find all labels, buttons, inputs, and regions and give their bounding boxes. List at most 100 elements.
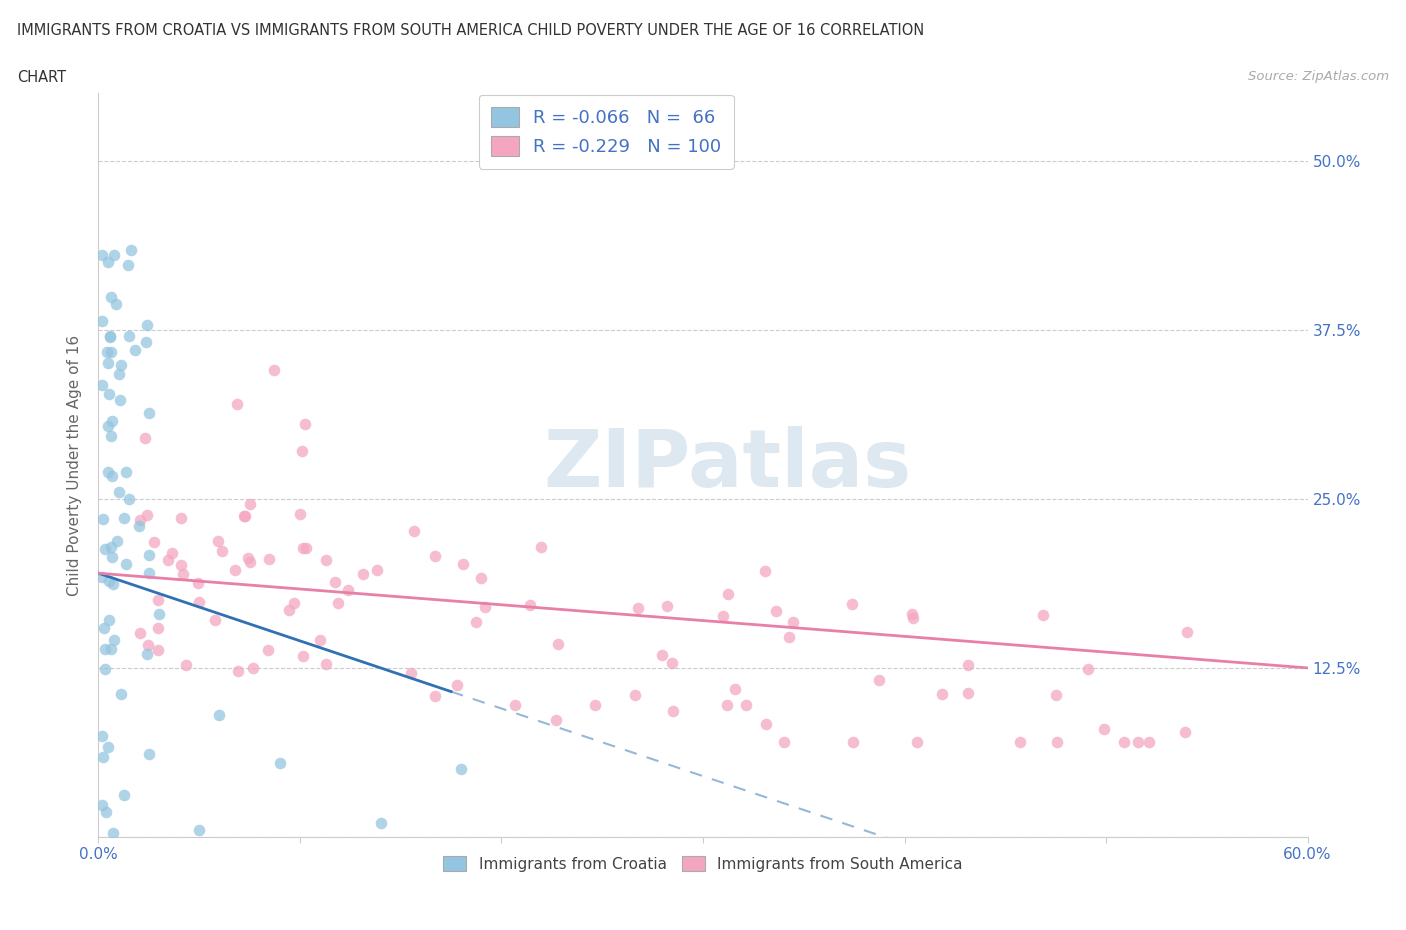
Point	[1045, 687, 1067, 702]
Point	[156, 552, 179, 567]
Point	[474, 600, 496, 615]
Point	[135, 317, 157, 332]
Point	[143, 535, 166, 550]
Point	[101, 414, 124, 429]
Point	[136, 508, 159, 523]
Point	[91, 313, 114, 328]
Point	[98, 574, 121, 589]
Point	[1137, 735, 1160, 750]
Point	[207, 534, 229, 549]
Point	[204, 613, 226, 628]
Point	[134, 431, 156, 445]
Point	[1174, 724, 1197, 739]
Point	[91, 750, 114, 764]
Point	[627, 600, 650, 615]
Point	[98, 386, 121, 401]
Point	[100, 642, 122, 657]
Point	[94, 661, 117, 676]
Legend: Immigrants from Croatia, Immigrants from South America: Immigrants from Croatia, Immigrants from…	[437, 849, 969, 878]
Point	[148, 592, 170, 607]
Point	[91, 569, 114, 584]
Point	[352, 566, 374, 581]
Point	[135, 646, 157, 661]
Point	[323, 575, 346, 590]
Point	[120, 242, 142, 257]
Point	[138, 565, 160, 580]
Point	[315, 657, 337, 671]
Point	[226, 397, 249, 412]
Point	[110, 358, 132, 373]
Point	[291, 649, 314, 664]
Point	[114, 464, 136, 479]
Point	[239, 555, 262, 570]
Point	[278, 603, 301, 618]
Point	[129, 626, 152, 641]
Point	[97, 740, 120, 755]
Point	[841, 735, 863, 750]
Point	[103, 632, 125, 647]
Point	[136, 638, 159, 653]
Point	[399, 665, 422, 680]
Point	[530, 540, 553, 555]
Point	[94, 542, 117, 557]
Point	[138, 548, 160, 563]
Point	[118, 329, 141, 344]
Point	[425, 688, 447, 703]
Point	[101, 549, 124, 564]
Point	[103, 577, 125, 591]
Point	[1032, 608, 1054, 623]
Point	[117, 258, 139, 272]
Point	[1046, 735, 1069, 750]
Point	[98, 612, 121, 627]
Point	[211, 543, 233, 558]
Point	[115, 557, 138, 572]
Point	[782, 615, 804, 630]
Y-axis label: Child Poverty Under the Age of 16: Child Poverty Under the Age of 16	[67, 335, 83, 595]
Point	[263, 363, 285, 378]
Point	[129, 513, 152, 528]
Point	[841, 597, 863, 612]
Point	[957, 685, 980, 700]
Point	[110, 686, 132, 701]
Point	[104, 297, 127, 312]
Point	[118, 491, 141, 506]
Point	[957, 658, 980, 672]
Point	[107, 485, 129, 499]
Point	[107, 366, 129, 381]
Point	[172, 566, 194, 581]
Point	[187, 576, 209, 591]
Point	[290, 444, 312, 458]
Point	[1008, 735, 1031, 750]
Point	[91, 378, 114, 392]
Point	[657, 598, 679, 613]
Point	[269, 755, 291, 770]
Point	[93, 642, 115, 657]
Point	[187, 595, 209, 610]
Point	[97, 418, 120, 433]
Point	[711, 608, 734, 623]
Text: ZIPatlas: ZIPatlas	[543, 426, 911, 504]
Point	[233, 509, 256, 524]
Point	[98, 329, 121, 344]
Point	[423, 549, 446, 564]
Point	[138, 405, 160, 420]
Point	[662, 703, 685, 718]
Point	[91, 797, 114, 812]
Point	[174, 658, 197, 672]
Point	[236, 551, 259, 565]
Point	[135, 335, 157, 350]
Point	[370, 816, 392, 830]
Point	[451, 556, 474, 571]
Point	[97, 356, 120, 371]
Point	[754, 564, 776, 578]
Point	[97, 464, 120, 479]
Point	[91, 512, 114, 526]
Point	[470, 571, 492, 586]
Point	[100, 289, 122, 304]
Point	[162, 546, 184, 561]
Point	[108, 393, 131, 408]
Point	[233, 509, 256, 524]
Point	[98, 329, 121, 344]
Point	[170, 511, 193, 525]
Point	[294, 417, 316, 432]
